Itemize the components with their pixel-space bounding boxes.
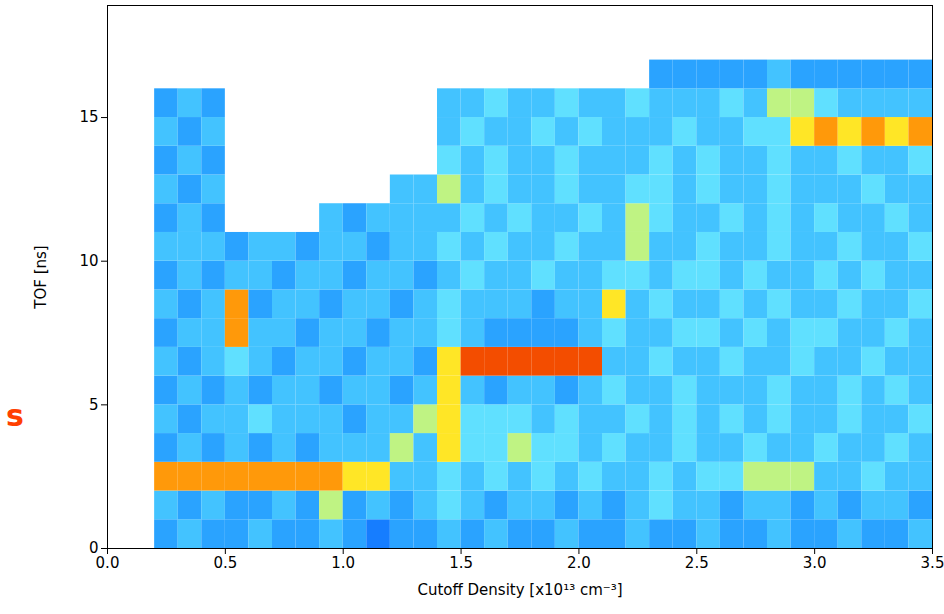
svg-text:0.5: 0.5 bbox=[213, 554, 237, 572]
svg-text:1.0: 1.0 bbox=[331, 554, 355, 572]
svg-text:10: 10 bbox=[79, 252, 98, 270]
svg-text:2.0: 2.0 bbox=[567, 554, 591, 572]
svg-text:0.0: 0.0 bbox=[96, 554, 120, 572]
svg-text:Cutoff Density [x10¹³ cm⁻³]: Cutoff Density [x10¹³ cm⁻³] bbox=[417, 581, 622, 599]
svg-text:15: 15 bbox=[79, 108, 98, 126]
html-text:s: s bbox=[6, 398, 24, 433]
svg-text:5: 5 bbox=[89, 396, 99, 414]
svg-text:3.0: 3.0 bbox=[803, 554, 827, 572]
svg-text:0: 0 bbox=[89, 539, 99, 558]
svg-text:3.5: 3.5 bbox=[921, 554, 944, 572]
svg-text:1.5: 1.5 bbox=[449, 554, 473, 572]
svg-text:TOF [ns]: TOF [ns] bbox=[32, 245, 50, 309]
svg-text:2.5: 2.5 bbox=[685, 554, 709, 572]
